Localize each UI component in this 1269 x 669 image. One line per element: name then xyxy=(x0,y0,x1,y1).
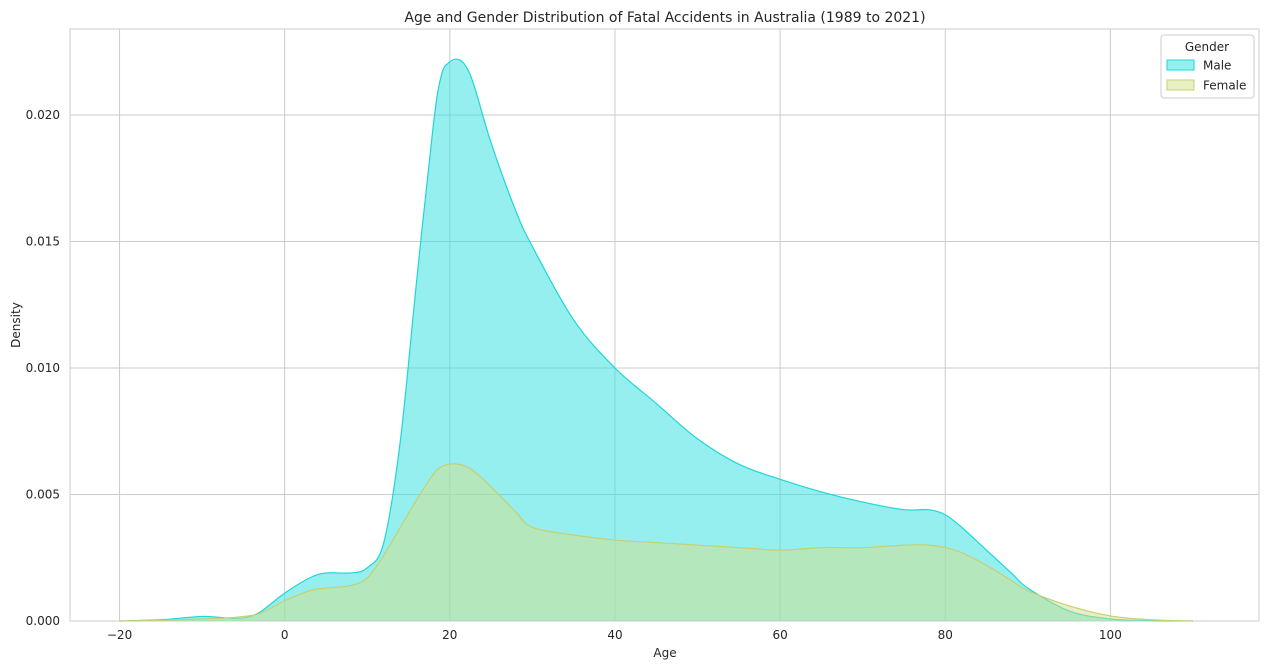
density-line-male xyxy=(119,58,1193,622)
y-tick-label: 0.015 xyxy=(26,235,60,249)
density-area-male xyxy=(119,59,1193,621)
y-tick-label: 0.020 xyxy=(26,108,60,122)
y-tick-label: 0.005 xyxy=(26,488,60,502)
density-line-female xyxy=(119,463,1193,622)
legend-swatch-male xyxy=(1166,59,1195,71)
legend-title: Gender xyxy=(1185,40,1229,54)
x-tick-label: 80 xyxy=(938,628,953,642)
x-tick-label: 20 xyxy=(442,628,457,642)
y-tick-label: 0.010 xyxy=(26,361,60,375)
legend-label-male: Male xyxy=(1203,59,1231,73)
chart-title: Age and Gender Distribution of Fatal Acc… xyxy=(404,10,925,26)
x-tick-label: 100 xyxy=(1099,628,1122,642)
y-axis-label: Density xyxy=(9,302,23,348)
x-tick-label: 60 xyxy=(772,628,787,642)
tick-labels: −20 0 20 40 60 80 100 0.000 0.005 0.010 0.015 0.020 xyxy=(26,108,1122,642)
legend-label-female: Female xyxy=(1203,79,1246,93)
density-area-female xyxy=(119,463,1193,621)
x-tick-label: 40 xyxy=(607,628,622,642)
x-axis-label: Age xyxy=(653,646,676,660)
legend-swatch-female xyxy=(1166,79,1195,91)
y-tick-label: 0.000 xyxy=(26,614,60,628)
density-areas xyxy=(119,58,1193,622)
x-tick-label: −20 xyxy=(107,628,132,642)
x-tick-label: 0 xyxy=(281,628,289,642)
legend: Gender Male Female xyxy=(1160,34,1255,99)
